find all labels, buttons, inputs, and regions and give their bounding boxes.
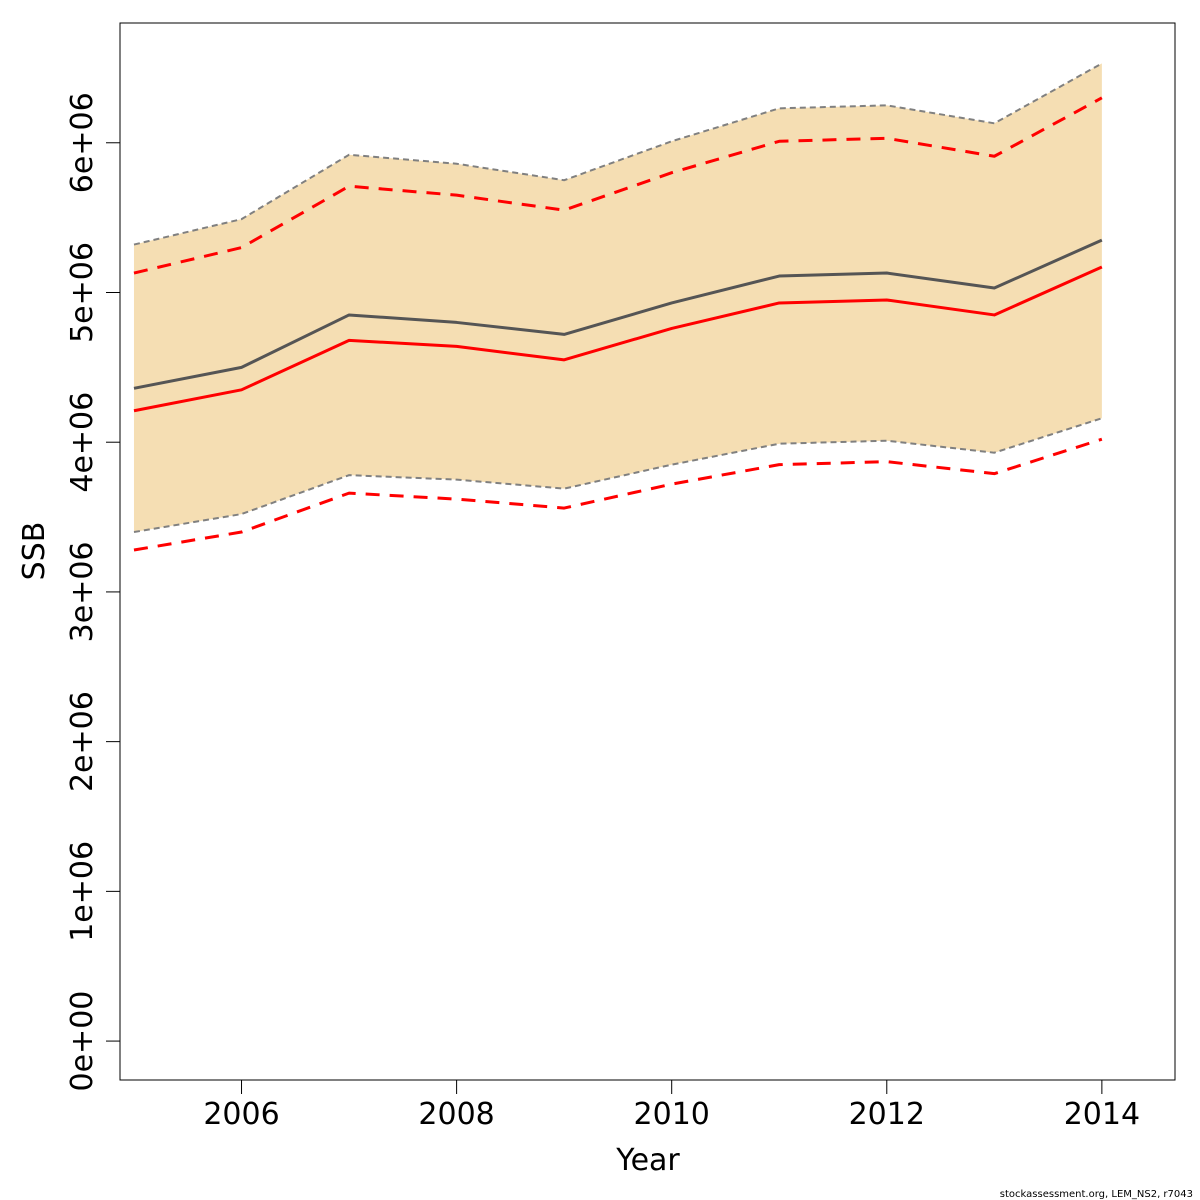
y-tick-label-5e+06: 5e+06: [65, 242, 100, 343]
x-tick-label-2012: 2012: [849, 1097, 925, 1132]
y-axis: 0e+00 1e+06 2e+06 3e+06 4e+06 5e+06 6e+06: [65, 92, 120, 1091]
y-tick-label-2e+06: 2e+06: [65, 691, 100, 792]
x-tick-label-2006: 2006: [203, 1097, 279, 1132]
series-line-2: [133, 265, 1103, 413]
series-line-3: [133, 96, 1103, 275]
x-tick-label-2010: 2010: [634, 1097, 710, 1132]
y-tick-label-4e+06: 4e+06: [65, 392, 100, 493]
footer-note: stockassessment.org, LEM_NS2, r7043: [1000, 1189, 1193, 1200]
y-tick-label-0e+00: 0e+00: [65, 991, 100, 1092]
x-axis-title: Year: [615, 1143, 680, 1178]
x-tick-label-2014: 2014: [1064, 1097, 1140, 1132]
x-tick-label-2008: 2008: [418, 1097, 494, 1132]
series-lines: [133, 96, 1103, 552]
series-line-1: [133, 238, 1103, 390]
confidence-band: [133, 62, 1103, 534]
y-tick-label-6e+06: 6e+06: [65, 92, 100, 193]
y-axis-title: SSB: [17, 522, 52, 581]
band-fill: [133, 63, 1102, 533]
band-upper-edge: [133, 62, 1103, 246]
plot-frame: [119, 22, 1176, 1081]
x-axis: 2006 2008 2010 2012 2014: [203, 1080, 1140, 1132]
y-tick-label-1e+06: 1e+06: [65, 841, 100, 942]
band-lower-edge: [133, 417, 1103, 534]
series-line-4: [133, 437, 1103, 552]
y-tick-label-3e+06: 3e+06: [65, 541, 100, 642]
